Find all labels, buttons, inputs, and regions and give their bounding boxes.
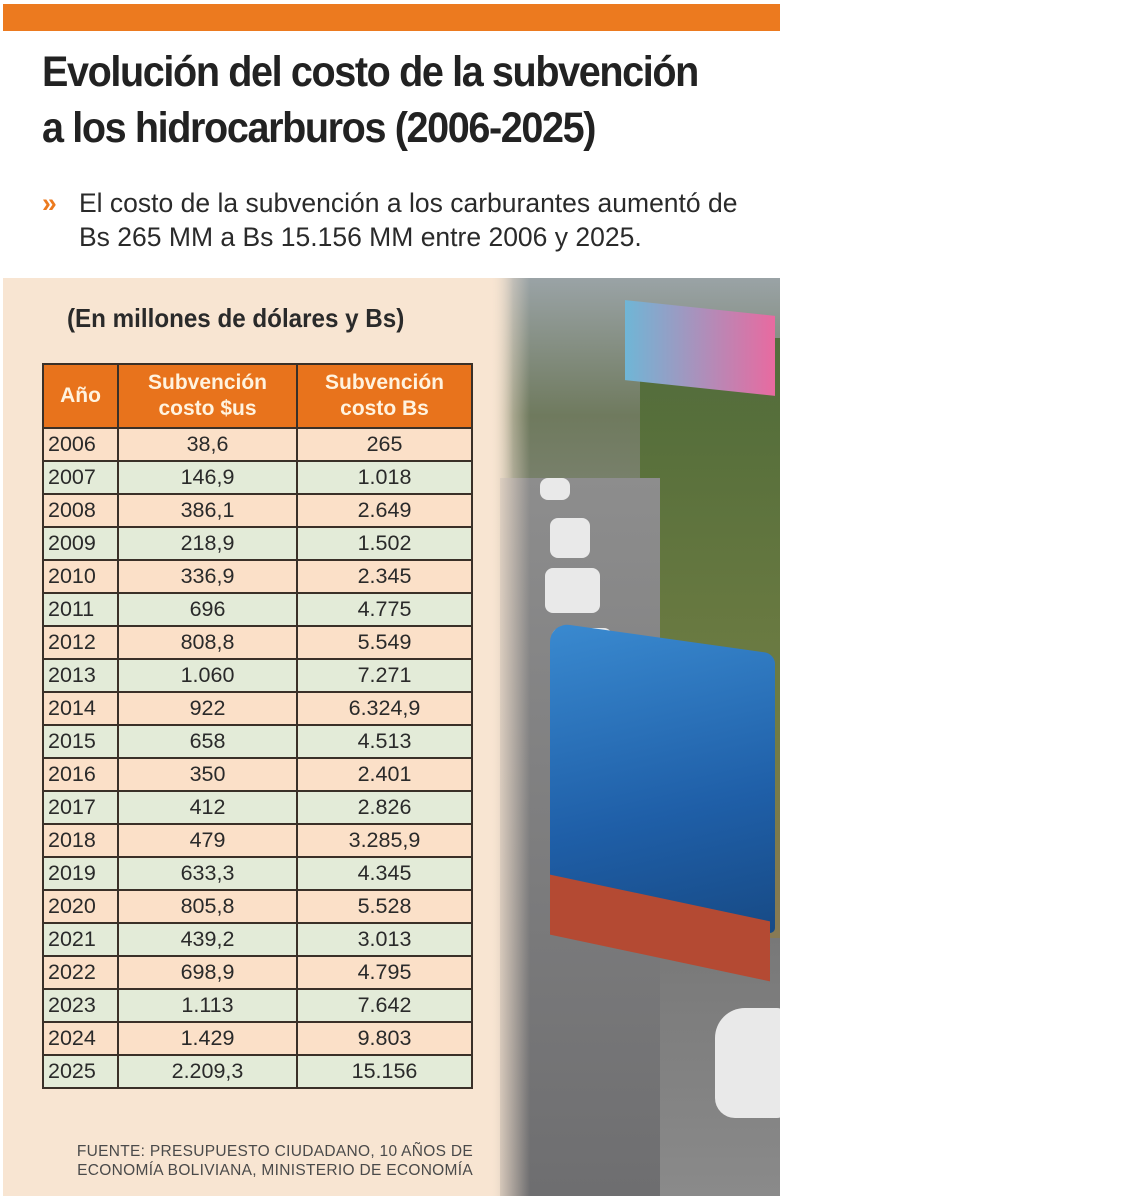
cell-usd: 658 xyxy=(117,724,298,759)
table-row: 2011 696 4.775 xyxy=(42,592,473,627)
cell-usd: 633,3 xyxy=(117,856,298,891)
accent-bar xyxy=(3,4,780,31)
cell-usd: 1.113 xyxy=(117,988,298,1023)
cell-bs: 9.803 xyxy=(296,1021,473,1056)
cell-usd: 1.429 xyxy=(117,1021,298,1056)
cell-year: 2023 xyxy=(42,988,119,1023)
cell-year: 2008 xyxy=(42,493,119,528)
cell-usd: 479 xyxy=(117,823,298,858)
cell-year: 2010 xyxy=(42,559,119,594)
cell-bs: 7.271 xyxy=(296,658,473,693)
cell-year: 2009 xyxy=(42,526,119,561)
table-header-row: Año Subvención costo $us Subvención cost… xyxy=(42,363,473,429)
table-row: 2017 412 2.826 xyxy=(42,790,473,825)
cell-usd: 218,9 xyxy=(117,526,298,561)
table-row: 2024 1.429 9.803 xyxy=(42,1021,473,1056)
cell-bs: 6.324,9 xyxy=(296,691,473,726)
table-row: 2020 805,8 5.528 xyxy=(42,889,473,924)
cell-year: 2021 xyxy=(42,922,119,957)
cell-usd: 336,9 xyxy=(117,559,298,594)
table-row: 2007 146,9 1.018 xyxy=(42,460,473,495)
cell-bs: 1.502 xyxy=(296,526,473,561)
table-row: 2018 479 3.285,9 xyxy=(42,823,473,858)
cell-bs: 5.549 xyxy=(296,625,473,660)
cell-year: 2017 xyxy=(42,790,119,825)
column-header-year: Año xyxy=(42,363,119,429)
cell-usd: 1.060 xyxy=(117,658,298,693)
cell-bs: 2.649 xyxy=(296,493,473,528)
cell-bs: 4.775 xyxy=(296,592,473,627)
cell-year: 2024 xyxy=(42,1021,119,1056)
cell-usd: 696 xyxy=(117,592,298,627)
cell-year: 2011 xyxy=(42,592,119,627)
cell-usd: 922 xyxy=(117,691,298,726)
cell-year: 2015 xyxy=(42,724,119,759)
table-row: 2023 1.113 7.642 xyxy=(42,988,473,1023)
table-row: 2016 350 2.401 xyxy=(42,757,473,792)
cell-bs: 4.513 xyxy=(296,724,473,759)
cell-bs: 15.156 xyxy=(296,1054,473,1089)
table-row: 2009 218,9 1.502 xyxy=(42,526,473,561)
cell-usd: 350 xyxy=(117,757,298,792)
page-title: Evolución del costo de la subvención a l… xyxy=(42,48,699,152)
table-row: 2013 1.060 7.271 xyxy=(42,658,473,693)
column-header-usd: Subvención costo $us xyxy=(117,363,298,429)
source-note: FUENTE: PRESUPUESTO CIUDADANO, 10 AÑOS D… xyxy=(76,1143,473,1179)
table-row: 2006 38,6 265 xyxy=(42,427,473,462)
cell-bs: 7.642 xyxy=(296,988,473,1023)
cell-year: 2025 xyxy=(42,1054,119,1089)
cell-bs: 3.013 xyxy=(296,922,473,957)
subtitle: » El costo de la subvención a los carbur… xyxy=(42,186,772,254)
cell-year: 2006 xyxy=(42,427,119,462)
table-row: 2021 439,2 3.013 xyxy=(42,922,473,957)
column-header-bs: Subvención costo Bs xyxy=(296,363,473,429)
traffic-photo xyxy=(490,278,780,1196)
table-row: 2015 658 4.513 xyxy=(42,724,473,759)
cell-year: 2007 xyxy=(42,460,119,495)
cell-bs: 1.018 xyxy=(296,460,473,495)
table-row: 2014 922 6.324,9 xyxy=(42,691,473,726)
table-row: 2022 698,9 4.795 xyxy=(42,955,473,990)
cell-bs: 2.345 xyxy=(296,559,473,594)
table-row: 2012 808,8 5.549 xyxy=(42,625,473,660)
cell-usd: 439,2 xyxy=(117,922,298,957)
table-row: 2008 386,1 2.649 xyxy=(42,493,473,528)
cell-bs: 2.826 xyxy=(296,790,473,825)
subtitle-text: El costo de la subvención a los carburan… xyxy=(79,188,738,252)
cell-usd: 805,8 xyxy=(117,889,298,924)
cell-bs: 2.401 xyxy=(296,757,473,792)
cell-year: 2012 xyxy=(42,625,119,660)
cell-usd: 146,9 xyxy=(117,460,298,495)
cell-usd: 386,1 xyxy=(117,493,298,528)
table-row: 2010 336,9 2.345 xyxy=(42,559,473,594)
cell-usd: 2.209,3 xyxy=(117,1054,298,1089)
cell-usd: 698,9 xyxy=(117,955,298,990)
subsidy-table: Año Subvención costo $us Subvención cost… xyxy=(42,363,473,1089)
cell-bs: 3.285,9 xyxy=(296,823,473,858)
double-chevron-right-icon: » xyxy=(42,188,57,218)
cell-usd: 412 xyxy=(117,790,298,825)
cell-bs: 265 xyxy=(296,427,473,462)
cell-year: 2014 xyxy=(42,691,119,726)
cell-year: 2018 xyxy=(42,823,119,858)
table-row: 2019 633,3 4.345 xyxy=(42,856,473,891)
cell-usd: 38,6 xyxy=(117,427,298,462)
cell-year: 2019 xyxy=(42,856,119,891)
cell-year: 2020 xyxy=(42,889,119,924)
cell-bs: 4.345 xyxy=(296,856,473,891)
cell-usd: 808,8 xyxy=(117,625,298,660)
cell-bs: 4.795 xyxy=(296,955,473,990)
cell-year: 2013 xyxy=(42,658,119,693)
cell-year: 2022 xyxy=(42,955,119,990)
cell-year: 2016 xyxy=(42,757,119,792)
cell-bs: 5.528 xyxy=(296,889,473,924)
unit-note: (En millones de dólares y Bs) xyxy=(67,303,405,333)
table-row: 2025 2.209,3 15.156 xyxy=(42,1054,473,1089)
